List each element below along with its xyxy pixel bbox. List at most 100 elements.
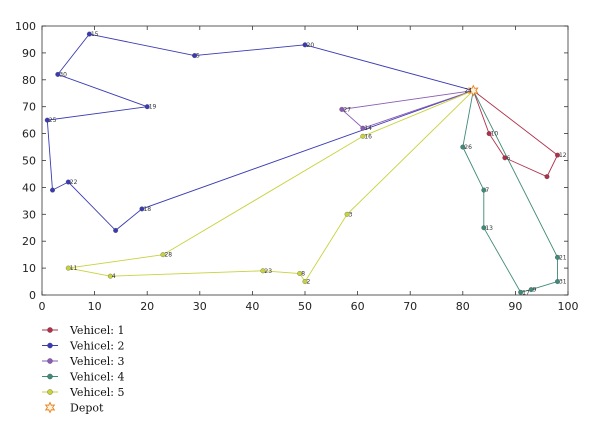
route-point-vehicle-5 [160,252,166,258]
route-point-label: 5 [196,53,200,60]
legend-label-vehicle-2: Vehicel: 2 [69,340,124,353]
route-point-vehicle-5 [360,133,366,139]
x-tick-label: 0 [39,300,46,313]
x-tick-label: 40 [245,300,259,313]
route-point-label: 4 [112,273,116,280]
x-tick-label: 80 [456,300,470,313]
route-line-vehicle-3 [340,90,474,129]
route-point-vehicle-1 [555,152,560,158]
y-tick-label: 10 [22,262,36,275]
route-point-label: 11 [70,265,78,272]
y-tick-label: 50 [22,155,36,168]
legend-marker-vehicle-3 [47,358,53,364]
y-tick-label: 90 [22,47,36,60]
x-tick-label: 90 [508,300,522,313]
y-tick-label: 100 [15,20,36,33]
route-point-vehicle-5 [344,211,350,217]
legend-marker-vehicle-4 [47,373,53,380]
route-point-vehicle-4 [555,254,560,260]
legend-marker-vehicle-2 [47,342,53,349]
route-point-label: 18 [143,206,151,213]
y-tick-label: 20 [22,235,36,248]
route-point-label: 22 [70,179,78,186]
route-point-label: 27 [343,106,351,113]
route-point-label: 12 [559,152,567,159]
x-tick-label: 60 [351,300,365,313]
legend-marker-depot [44,401,56,414]
route-line-vehicle-4 [462,90,558,293]
route-point-vehicle-3 [360,125,366,131]
legend-marker-vehicle-1 [47,327,53,333]
route-point-vehicle-2 [55,71,61,77]
route-point-label: 7 [485,187,489,194]
route-line-vehicle-5 [68,90,474,283]
y-tick-label: 0 [29,289,36,302]
route-point-vehicle-2 [302,42,308,48]
route-line-vehicle-2 [46,33,474,232]
plot-frame [41,25,569,296]
legend: Vehicel: 1 Vehicel: 2 Vehicel: 3 Vehicel: 4… [42,324,124,415]
legend-label-vehicle-5: Vehicel: 5 [69,386,124,399]
route-lines [46,33,559,293]
route-point-vehicle-2 [192,53,197,59]
route-point-vehicle-2 [113,227,119,233]
x-tick-label: 50 [298,300,312,313]
route-point-vehicle-1 [486,131,492,137]
route-point-vehicle-1 [544,174,550,180]
route-point-label: 15 [91,31,99,38]
x-tick-label: 10 [88,300,102,313]
route-line-vehicle-1 [472,90,559,178]
route-point-label: 25 [49,117,57,124]
route-point-label: 16 [364,133,372,140]
route-point-vehicle-4 [481,225,487,231]
route-point-vehicle-5 [107,273,113,279]
route-point-vehicle-2 [139,206,145,212]
route-point-label: 14 [364,125,372,132]
route-point-label: 30 [59,71,67,78]
x-tick-label: 70 [403,300,417,313]
route-point-label: 10 [491,131,499,138]
x-tick-label: 100 [558,300,579,313]
route-point-vehicle-1 [502,155,508,161]
route-point-label: 17 [522,289,530,296]
route-point-vehicle-5 [297,271,303,276]
route-point-label: 8 [301,270,305,277]
x-tick-label: 30 [193,300,207,313]
legend-label-depot: Depot [70,402,104,415]
route-point-label: 6 [506,155,510,162]
y-tick-label: 60 [22,128,36,141]
route-point-label: 26 [464,144,472,151]
x-tick-label: 20 [140,300,154,313]
legend-label-vehicle-1: Vehicel: 1 [69,324,124,337]
route-point-label: 9 [533,287,537,294]
route-point-vehicle-4 [518,289,524,295]
route-point-vehicle-4 [481,187,487,193]
route-point-vehicle-3 [339,106,345,112]
axes: 0 10 20 30 40 50 60 70 80 90 100 0 10 20 30 40 50 60 70 80 9… [15,20,579,313]
route-point-label: 13 [485,225,493,232]
route-point-label: 23 [264,268,272,275]
route-point-label: 19 [149,104,157,111]
y-tick-label: 80 [22,74,36,87]
route-point-vehicle-4 [555,279,560,284]
route-point-vehicle-4 [528,287,534,293]
route-point-label: 21 [559,254,567,261]
route-point-vehicle-5 [302,279,308,284]
legend-label-vehicle-4: Vehicel: 4 [69,371,124,384]
y-tick-label: 70 [22,101,36,114]
y-tick-label: 40 [22,181,36,194]
route-points: 12 6 10 20 5 15 30 19 25 22 18 27 14 26 7 13 17 9 31 21 16 28… [44,31,567,296]
legend-marker-vehicle-5 [47,389,53,395]
route-point-label: 28 [164,252,172,259]
route-point-vehicle-2 [86,31,92,37]
route-point-vehicle-2 [65,179,71,185]
y-tick-label: 30 [22,208,36,221]
depot-label: 24 [464,88,472,95]
route-point-label: 31 [559,279,567,286]
route-point-vehicle-5 [260,268,266,274]
route-point-vehicle-2 [50,187,55,193]
route-point-vehicle-2 [44,117,50,123]
route-point-vehicle-4 [460,144,466,150]
route-point-label: 2 [307,279,311,286]
